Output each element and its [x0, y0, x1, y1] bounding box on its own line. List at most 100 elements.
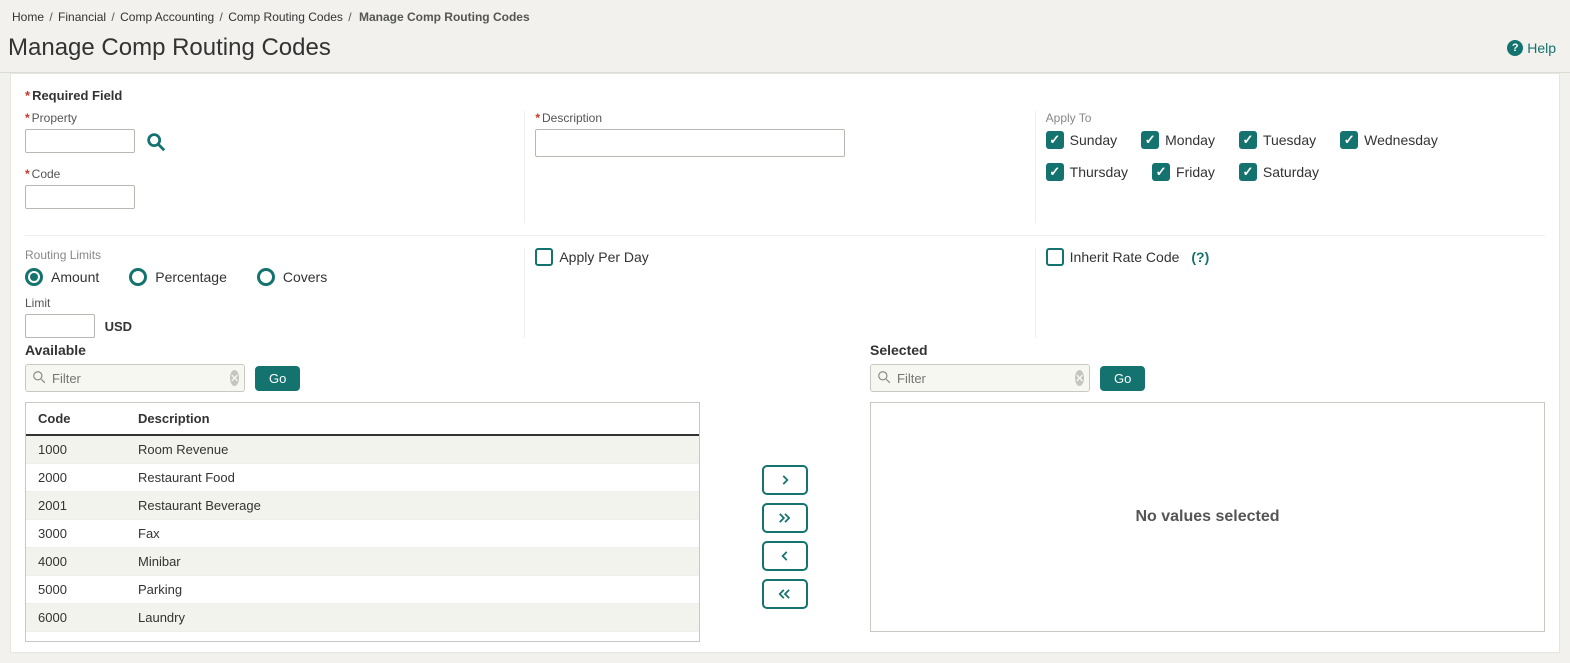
- cell-description: Restaurant Food: [126, 464, 699, 492]
- routing-radio-covers[interactable]: Covers: [257, 268, 327, 286]
- day-checkbox-sunday[interactable]: Sunday: [1046, 131, 1117, 149]
- cell-code: 5000: [26, 576, 126, 604]
- currency-label: USD: [105, 319, 132, 334]
- radio-icon: [129, 268, 147, 286]
- cell-code: 2001: [26, 492, 126, 520]
- inherit-rate-code-checkbox[interactable]: Inherit Rate Code (?): [1046, 248, 1525, 266]
- routing-radio-percentage[interactable]: Percentage: [129, 268, 227, 286]
- code-label: *Code: [25, 167, 504, 181]
- selected-filter[interactable]: ✕: [870, 364, 1090, 392]
- radio-label: Amount: [51, 269, 99, 285]
- page-title: Manage Comp Routing Codes: [8, 34, 331, 62]
- help-label: Help: [1527, 40, 1556, 56]
- cell-code: 2000: [26, 464, 126, 492]
- table-row[interactable]: 3000Fax: [26, 520, 699, 548]
- property-search-icon[interactable]: [145, 131, 167, 153]
- cell-code: 4000: [26, 548, 126, 576]
- code-input[interactable]: [25, 185, 135, 209]
- checkbox-icon: [535, 248, 553, 266]
- checkbox-icon: [1046, 163, 1064, 181]
- required-note: *Required Field: [25, 88, 1545, 103]
- cell-code: 1000: [26, 435, 126, 464]
- selected-go-button[interactable]: Go: [1100, 366, 1145, 391]
- search-icon: [32, 370, 46, 387]
- clear-icon[interactable]: ✕: [230, 370, 239, 386]
- table-row[interactable]: 5000Parking: [26, 576, 699, 604]
- day-label: Tuesday: [1263, 132, 1316, 148]
- table-row[interactable]: 2000Restaurant Food: [26, 464, 699, 492]
- day-label: Monday: [1165, 132, 1215, 148]
- table-row[interactable]: 4000Minibar: [26, 548, 699, 576]
- day-label: Friday: [1176, 164, 1215, 180]
- col-code: Code: [26, 403, 126, 435]
- cell-description: Minibar: [126, 548, 699, 576]
- apply-per-day-label: Apply Per Day: [559, 249, 648, 265]
- limit-input[interactable]: [25, 314, 95, 338]
- move-right-button[interactable]: [762, 465, 808, 495]
- apply-to-days: Sunday Monday Tuesday Wednesday Thursday Frid…: [1046, 131, 1525, 181]
- table-row[interactable]: 1000Room Revenue: [26, 435, 699, 464]
- cell-description: Room Revenue: [126, 435, 699, 464]
- table-row[interactable]: 8000Room Tax: [26, 632, 699, 643]
- day-checkbox-wednesday[interactable]: Wednesday: [1340, 131, 1438, 149]
- radio-label: Covers: [283, 269, 327, 285]
- checkbox-icon: [1046, 131, 1064, 149]
- radio-icon: [257, 268, 275, 286]
- day-checkbox-saturday[interactable]: Saturday: [1239, 163, 1319, 181]
- table-row[interactable]: 6000Laundry: [26, 604, 699, 632]
- property-input[interactable]: [25, 129, 135, 153]
- move-all-left-button[interactable]: [762, 579, 808, 609]
- selected-filter-input[interactable]: [895, 370, 1075, 387]
- available-filter-input[interactable]: [50, 370, 230, 387]
- day-checkbox-friday[interactable]: Friday: [1152, 163, 1215, 181]
- radio-label: Percentage: [155, 269, 227, 285]
- col-description: Description: [126, 403, 699, 435]
- cell-description: Room Tax: [126, 632, 699, 643]
- cell-code: 6000: [26, 604, 126, 632]
- shuttle-buttons: [710, 342, 860, 642]
- breadcrumb-item[interactable]: Financial: [58, 10, 106, 24]
- inherit-rate-code-label: Inherit Rate Code: [1070, 249, 1180, 265]
- limit-label: Limit: [25, 296, 504, 310]
- breadcrumb-current: Manage Comp Routing Codes: [359, 10, 530, 24]
- radio-icon: [25, 268, 43, 286]
- day-checkbox-monday[interactable]: Monday: [1141, 131, 1215, 149]
- cell-description: Parking: [126, 576, 699, 604]
- breadcrumb-item[interactable]: Home: [12, 10, 44, 24]
- available-table: Code Description 1000Room Revenue2000Res…: [25, 402, 700, 642]
- cell-code: 8000: [26, 632, 126, 643]
- selected-empty: No values selected: [870, 402, 1545, 632]
- breadcrumb-item[interactable]: Comp Routing Codes: [228, 10, 343, 24]
- breadcrumb-separator: /: [348, 10, 351, 24]
- available-label: Available: [25, 342, 700, 358]
- available-go-button[interactable]: Go: [255, 366, 300, 391]
- available-filter[interactable]: ✕: [25, 364, 245, 392]
- day-checkbox-thursday[interactable]: Thursday: [1046, 163, 1128, 181]
- routing-limits-label: Routing Limits: [25, 248, 504, 262]
- day-label: Sunday: [1070, 132, 1117, 148]
- breadcrumb: Home / Financial / Comp Accounting / Com…: [0, 0, 1570, 30]
- help-icon: ?: [1507, 40, 1523, 56]
- apply-to-label: Apply To: [1046, 111, 1525, 125]
- breadcrumb-separator: /: [220, 10, 223, 24]
- checkbox-icon: [1239, 163, 1257, 181]
- day-checkbox-tuesday[interactable]: Tuesday: [1239, 131, 1316, 149]
- property-label: *Property: [25, 111, 504, 125]
- table-row[interactable]: 2001Restaurant Beverage: [26, 492, 699, 520]
- selected-label: Selected: [870, 342, 1545, 358]
- breadcrumb-separator: /: [111, 10, 114, 24]
- checkbox-icon: [1340, 131, 1358, 149]
- description-input[interactable]: [535, 129, 845, 157]
- move-all-right-button[interactable]: [762, 503, 808, 533]
- breadcrumb-item[interactable]: Comp Accounting: [120, 10, 214, 24]
- clear-icon[interactable]: ✕: [1075, 370, 1084, 386]
- move-left-button[interactable]: [762, 541, 808, 571]
- cell-description: Fax: [126, 520, 699, 548]
- form-panel: *Required Field *Property *Code: [10, 73, 1560, 653]
- help-link[interactable]: ? Help: [1507, 40, 1556, 56]
- checkbox-icon: [1141, 131, 1159, 149]
- checkbox-icon: [1046, 248, 1064, 266]
- apply-per-day-checkbox[interactable]: Apply Per Day: [535, 248, 1014, 266]
- routing-radio-amount[interactable]: Amount: [25, 268, 99, 286]
- inherit-help-icon[interactable]: (?): [1191, 249, 1209, 265]
